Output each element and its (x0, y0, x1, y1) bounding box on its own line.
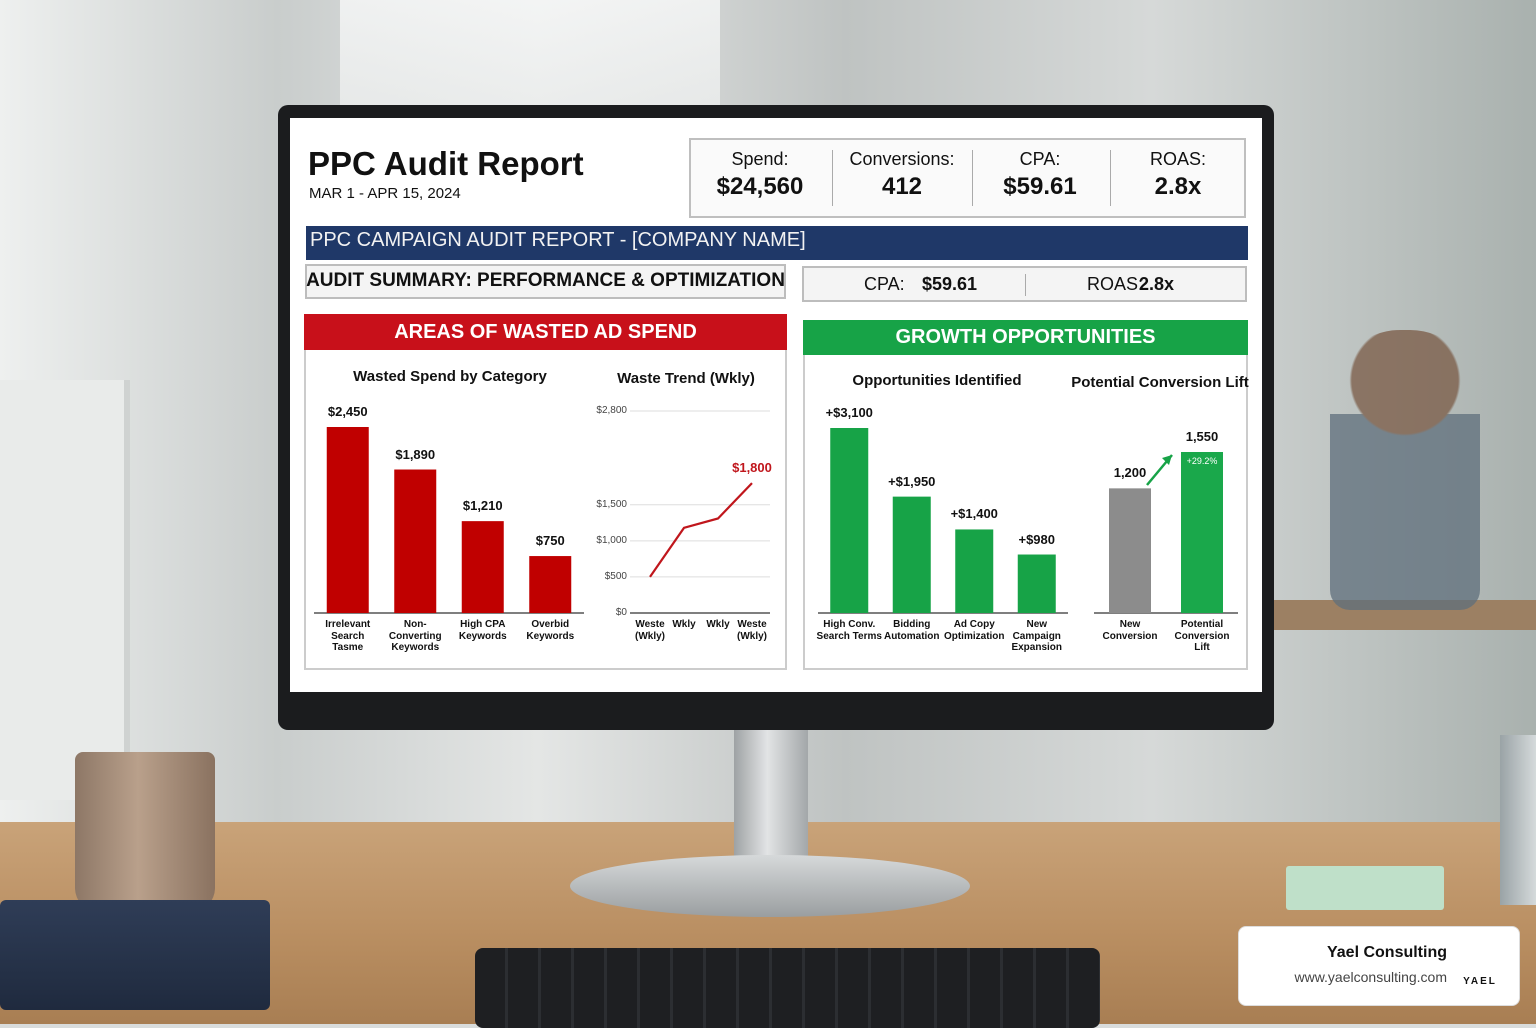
kpi-separator (1110, 150, 1111, 206)
value-label: +$1,400 (950, 506, 998, 522)
kpi-box (689, 138, 1246, 218)
x-tick-label: High CPA Keywords (458, 619, 507, 642)
kpi-value: $24,560 (716, 173, 804, 200)
background-shelf (0, 380, 130, 800)
x-tick-label: Wkly (672, 619, 696, 630)
kpi-separator (832, 150, 833, 206)
annotation: +29.2% (1186, 456, 1218, 466)
bar (1017, 554, 1056, 613)
x-tick-label: Ad Copy Optimization (943, 619, 1005, 642)
x-tick-label: Bidding Automation (883, 619, 940, 642)
summary-kpi-value: 2.8x (1139, 274, 1175, 294)
chart-title: Wasted Spend by Category (353, 368, 547, 385)
section-header-red (304, 314, 787, 350)
x-tick-label: High Conv. Search Terms (816, 619, 882, 642)
x-tick-label: Wkly (706, 619, 730, 630)
section-title: GROWTH OPPORTUNITIES (895, 326, 1156, 348)
lift-arrow-head (1162, 455, 1172, 465)
bar (892, 496, 931, 613)
x-tick-label: Potential Conversion Lift (1174, 619, 1230, 653)
kpi-label: Conversions: (849, 149, 955, 169)
kpi-value: $59.61 (1003, 173, 1077, 200)
keyboard (475, 948, 1100, 1028)
summary-kpi-label: CPA: (864, 274, 905, 294)
bar (955, 529, 994, 613)
report-title: PPC Audit Report (308, 145, 584, 182)
x-tick-label: Irrelevant Search Tasme (325, 619, 371, 653)
sticky-notes (1286, 866, 1444, 910)
bar (326, 427, 369, 613)
mug (75, 752, 215, 912)
chart-title: Potential Conversion Lift (1071, 374, 1249, 391)
pen-cup (1500, 735, 1536, 905)
section-title: AREAS OF WASTED AD SPEND (394, 321, 697, 343)
value-label: +$980 (1018, 531, 1055, 547)
summary-text: AUDIT SUMMARY: PERFORMANCE & OPTIMIZATIO… (306, 270, 785, 291)
summary-kpi-box (802, 266, 1247, 302)
x-tick-label: Non- Converting Keywords (388, 619, 442, 653)
value-label: $1,890 (395, 446, 436, 462)
summary-separator (1025, 274, 1026, 296)
brand-logo: YAEL (1463, 976, 1497, 987)
bar (1181, 452, 1223, 613)
kpi-label: Spend: (731, 149, 789, 169)
kpi-value: 2.8x (1154, 173, 1202, 200)
x-tick-label: Overbid Keywords (526, 619, 575, 642)
value-label: 1,550 (1185, 429, 1219, 444)
kpi-separator (972, 150, 973, 206)
background-person (1330, 330, 1480, 610)
line (649, 482, 753, 578)
value-label: $2,450 (327, 404, 368, 419)
banner (306, 226, 1248, 260)
bar (830, 428, 869, 613)
y-tick-label: $1,000 (596, 534, 627, 546)
kpi-label: ROAS: (1149, 149, 1206, 169)
x-tick-label: Weste (Wkly) (635, 619, 665, 642)
value-label: $1,800 (732, 460, 772, 476)
value-label: 1,200 (1113, 465, 1147, 481)
chart-title: Waste Trend (Wkly) (617, 370, 755, 387)
y-tick-label: $0 (615, 607, 627, 618)
section-header-green (803, 320, 1248, 355)
value-label: $750 (535, 533, 565, 549)
kpi-value: 412 (881, 173, 923, 200)
banner-text: PPC CAMPAIGN AUDIT REPORT - [COMPANY NAM… (310, 229, 806, 251)
brand-url: www.yaelconsulting.com (1294, 969, 1447, 985)
bar (529, 556, 572, 613)
x-tick-label: New Conversion (1102, 619, 1158, 642)
x-tick-label: Weste (Wkly) (737, 619, 767, 642)
notebook (0, 900, 270, 1010)
bar (394, 469, 437, 613)
bar (1109, 488, 1151, 613)
value-label: +$1,950 (888, 473, 936, 489)
brand-name: Yael Consulting (1326, 944, 1447, 961)
value-label: $1,210 (462, 498, 503, 514)
report-date: MAR 1 - APR 15, 2024 (309, 185, 461, 202)
summary-box (305, 264, 786, 299)
value-label: +$3,100 (825, 405, 873, 420)
summary-kpi-label: ROAS: (1087, 274, 1144, 294)
chart-title: Opportunities Identified (852, 372, 1022, 389)
summary-kpi-value: $59.61 (922, 274, 978, 294)
y-tick-label: $1,500 (596, 498, 627, 510)
monitor-base (570, 855, 970, 917)
monitor-neck (734, 725, 808, 870)
brand-card (1238, 926, 1520, 1006)
kpi-label: CPA: (1019, 149, 1061, 169)
y-tick-label: $2,800 (596, 405, 627, 416)
bar (461, 521, 504, 613)
y-tick-label: $500 (604, 570, 627, 582)
x-tick-label: New Campaign Expansion (1011, 619, 1063, 653)
